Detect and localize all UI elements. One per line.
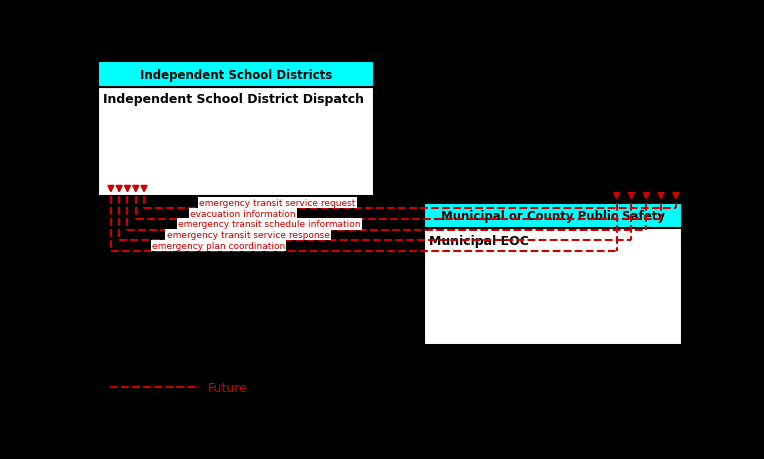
Text: emergency transit service response: emergency transit service response xyxy=(167,230,329,240)
Text: Independent School District Dispatch: Independent School District Dispatch xyxy=(103,93,364,106)
Text: Independent School Districts: Independent School Districts xyxy=(140,68,332,81)
Bar xyxy=(424,229,681,345)
Text: Municipal EOC: Municipal EOC xyxy=(429,234,529,247)
Text: Municipal or County Public Safety: Municipal or County Public Safety xyxy=(441,210,665,223)
Text: emergency plan coordination: emergency plan coordination xyxy=(152,241,285,250)
Text: evacuation information: evacuation information xyxy=(190,209,296,218)
Text: emergency transit schedule information: emergency transit schedule information xyxy=(179,220,361,229)
Bar xyxy=(424,203,681,229)
Bar xyxy=(99,62,374,88)
Bar xyxy=(99,88,374,196)
Text: Future: Future xyxy=(208,381,248,394)
Text: emergency transit service request: emergency transit service request xyxy=(199,199,355,208)
